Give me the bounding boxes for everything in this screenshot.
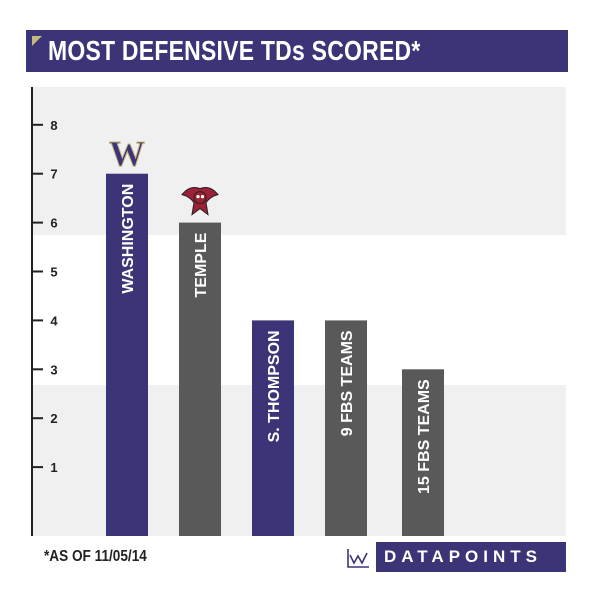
bar-label: WASHINGTON	[120, 184, 137, 294]
y-tick-label: 2	[50, 411, 57, 426]
brand-name: DATAPOINTS	[384, 547, 542, 566]
washington-w-logo-icon: W	[109, 134, 145, 174]
y-tick-label: 3	[50, 362, 57, 377]
title-corner-accent-icon	[32, 36, 42, 46]
y-axis-ticks: 1 2 3 4 5 6 7 8	[32, 118, 58, 475]
y-tick-label: 1	[50, 460, 57, 475]
datapoints-brand: DATAPOINTS	[340, 542, 566, 572]
bar	[325, 320, 367, 536]
bar	[402, 369, 444, 536]
y-tick-label: 4	[50, 313, 58, 328]
bar-label: 9 FBS TEAMS	[339, 330, 356, 436]
bars: WASHINGTON TEMPLE S. THOMPSON 9 FBS TEAMS 15…	[106, 173, 444, 536]
chart-title: MOST DEFENSIVE TDs SCORED*	[48, 35, 421, 66]
temple-owl-logo-icon	[181, 186, 219, 216]
bar-label: TEMPLE	[193, 232, 210, 297]
footnote: *AS OF 11/05/14	[44, 548, 147, 565]
bar-label: 15 FBS TEAMS	[416, 379, 433, 494]
y-tick-label: 6	[50, 216, 57, 231]
y-tick-label: 7	[50, 167, 57, 182]
y-tick-label: 5	[50, 265, 57, 280]
bar-label: S. THOMPSON	[266, 330, 283, 442]
datapoints-logo-icon	[340, 542, 376, 572]
bar	[106, 173, 148, 536]
y-tick-label: 8	[50, 118, 57, 133]
team-logos: W	[109, 133, 219, 216]
bar	[252, 320, 294, 536]
chart-title-bar: MOST DEFENSIVE TDs SCORED*	[26, 30, 568, 72]
bar	[179, 222, 221, 536]
